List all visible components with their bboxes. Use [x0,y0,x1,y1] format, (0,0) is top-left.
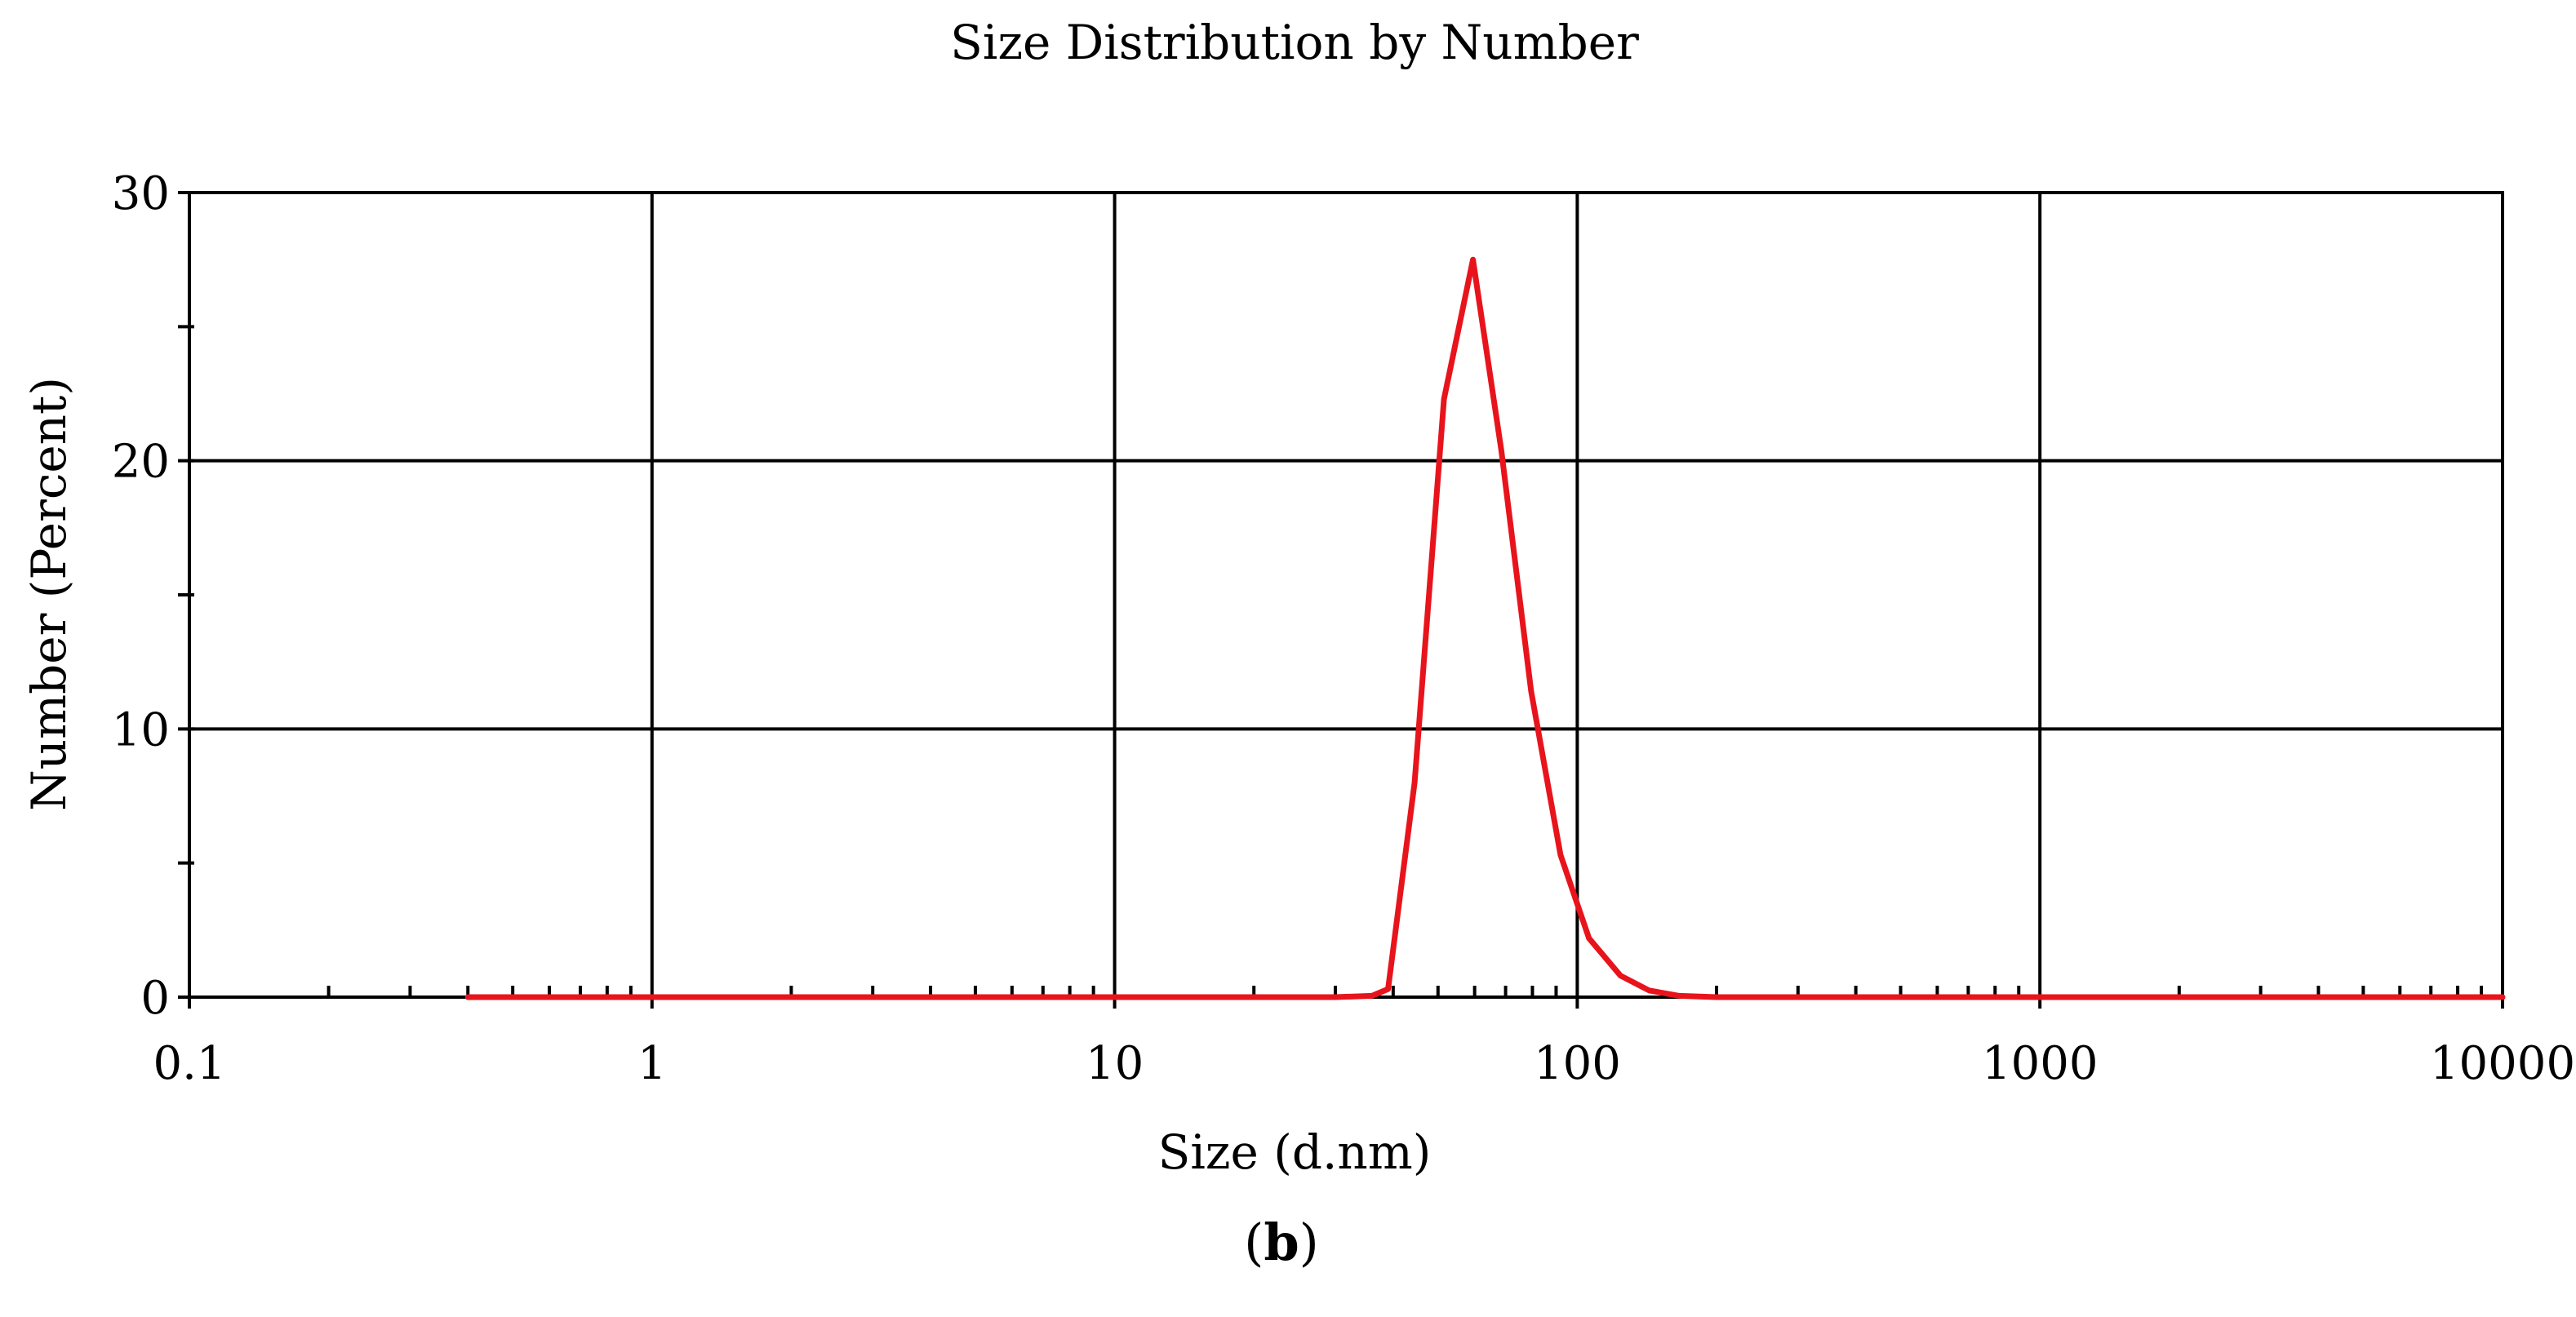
x-axis-label: Size (d.nm) [1158,1124,1432,1180]
plot-border [188,191,2504,999]
caption-letter: b [1264,1213,1299,1272]
y-tick-labels: 0 10 20 30 [112,167,170,1025]
x-tick-label: 1000 [1982,1037,2099,1090]
x-tick-label: 10000 [2430,1037,2575,1090]
y-tick-label: 0 [140,972,170,1025]
grid-lines [189,193,2503,997]
caption-close-paren: ) [1299,1213,1319,1272]
y-tick-label: 10 [112,703,170,756]
series-layer [464,256,2506,1000]
x-tick-label: 100 [1534,1037,1621,1090]
plot-frame [188,191,2504,999]
series-line [464,256,2506,1000]
y-axis-label: Number (Percent) [21,377,77,811]
y-tick-label: 30 [112,167,170,220]
x-tick-label: 1 [637,1037,667,1090]
figure-caption: (b) [1244,1213,1319,1272]
caption-open-paren: ( [1244,1213,1264,1272]
x-tick-label: 10 [1086,1037,1144,1090]
chart-title: Size Distribution by Number [950,15,1639,70]
x-tick-labels: 0.1 1 10 100 1000 10000 [153,1037,2575,1090]
y-tick-label: 20 [112,436,170,489]
x-tick-label: 0.1 [153,1037,225,1090]
minor-ticks [178,191,2504,1009]
